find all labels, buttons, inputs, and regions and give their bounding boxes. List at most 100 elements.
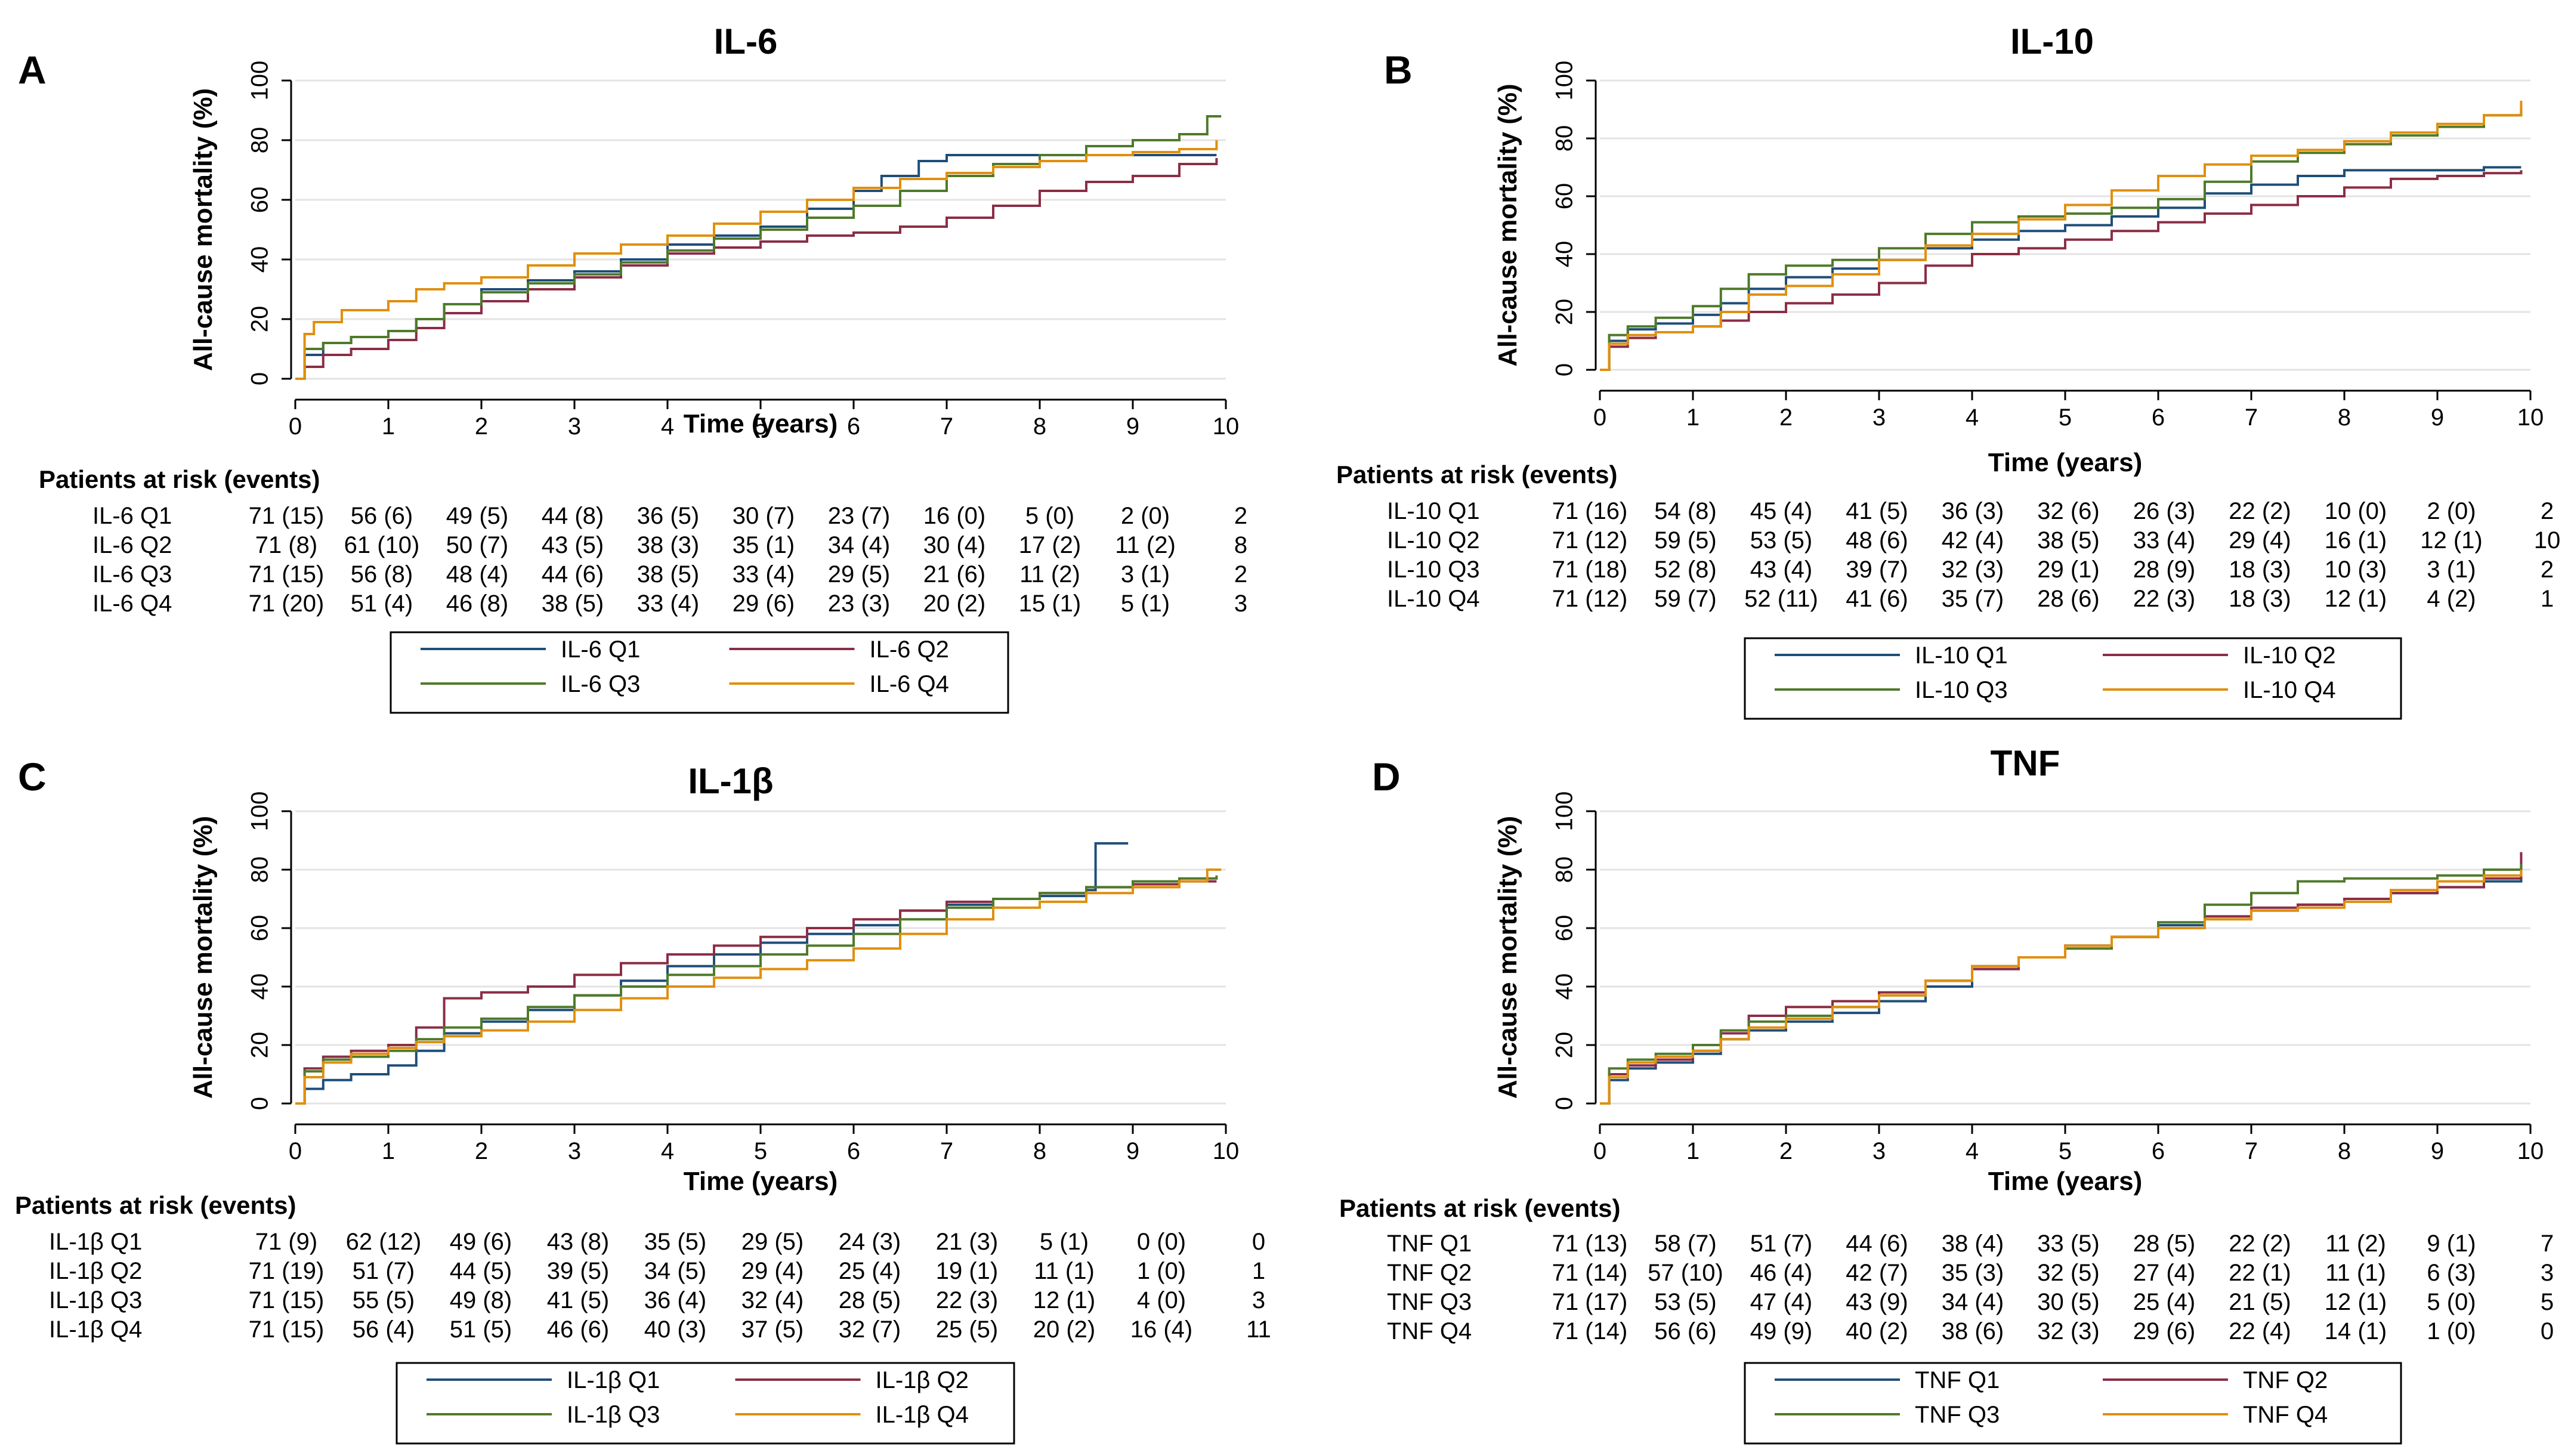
risk-cell: 15 (1) <box>1019 591 1081 617</box>
risk-cell: 1 <box>2541 586 2554 612</box>
risk-cell: 18 (3) <box>2229 557 2291 583</box>
risk-cell: 1 <box>1252 1258 1265 1284</box>
risk-cell: 44 (6) <box>542 561 604 588</box>
series-line-q4 <box>295 868 1222 1105</box>
risk-cell: 41 (5) <box>547 1287 610 1313</box>
y-tick-label: 100 <box>1552 61 1578 101</box>
risk-cell: 6 (3) <box>2427 1260 2476 1286</box>
risk-cell: 41 (5) <box>1846 498 1908 524</box>
panel-letter: C <box>18 755 47 799</box>
risk-cell: 29 (1) <box>2037 557 2100 583</box>
risk-cell: 11 (2) <box>2325 1231 2386 1257</box>
risk-row-label: IL-10 Q1 <box>1387 498 1480 524</box>
risk-cell: 59 (7) <box>1654 586 1717 612</box>
risk-row-label: IL-6 Q4 <box>92 591 172 617</box>
y-tick-label: 60 <box>247 187 273 214</box>
y-tick-label: 80 <box>1552 857 1578 883</box>
y-axis-label: All-cause mortality (%) <box>189 816 218 1099</box>
risk-cell: 71 (13) <box>1552 1231 1628 1257</box>
risk-cell: 2 <box>1234 503 1247 529</box>
legend-box <box>1744 637 2402 720</box>
legend-label: IL-1β Q2 <box>876 1367 969 1393</box>
risk-cell: 4 (2) <box>2427 586 2476 612</box>
risk-cell: 22 (2) <box>2229 498 2291 524</box>
risk-cell: 11 (2) <box>1019 561 1080 588</box>
risk-cell: 16 (4) <box>1130 1316 1193 1343</box>
legend-label: IL-1β Q4 <box>876 1402 969 1428</box>
risk-cell: 5 (0) <box>1025 503 1074 529</box>
series-line-q4 <box>295 140 1218 380</box>
risk-table-header: Patients at risk (events) <box>1336 460 1618 489</box>
y-tick-label: 0 <box>247 372 273 385</box>
risk-cell: 71 (14) <box>1552 1260 1628 1286</box>
risk-cell: 22 (3) <box>936 1287 999 1313</box>
series-line-q2 <box>295 158 1218 380</box>
risk-cell: 29 (5) <box>828 561 891 588</box>
risk-cell: 28 (6) <box>2037 586 2100 612</box>
risk-cell: 51 (5) <box>450 1316 512 1343</box>
risk-cell: 55 (5) <box>353 1287 415 1313</box>
risk-cell: 29 (6) <box>733 591 795 617</box>
risk-cell: 7 <box>2541 1231 2554 1257</box>
risk-cell: 56 (8) <box>351 561 413 588</box>
risk-cell: 2 <box>2541 498 2554 524</box>
risk-cell: 11 (1) <box>1034 1258 1095 1284</box>
risk-row-label: IL-1β Q4 <box>49 1316 142 1343</box>
x-axis-label: Time (years) <box>684 409 838 438</box>
risk-cell: 1 (0) <box>2427 1318 2476 1344</box>
risk-table-header: Patients at risk (events) <box>15 1191 296 1219</box>
risk-cell: 61 (10) <box>344 532 420 558</box>
x-axis-label: Time (years) <box>684 1167 838 1196</box>
x-tick-label: 7 <box>2245 1138 2258 1164</box>
y-tick-label: 100 <box>1552 792 1578 831</box>
risk-cell: 1 (0) <box>1137 1258 1186 1284</box>
x-tick-label: 3 <box>568 413 581 440</box>
risk-cell: 5 (0) <box>2427 1289 2476 1315</box>
x-tick-label: 6 <box>847 1138 860 1164</box>
risk-cell: 42 (7) <box>1846 1260 1908 1286</box>
risk-cell: 29 (5) <box>741 1229 804 1255</box>
risk-row-label: IL-1β Q3 <box>49 1287 142 1313</box>
x-tick-label: 6 <box>847 413 860 440</box>
risk-cell: 56 (6) <box>351 503 413 529</box>
risk-cell: 20 (2) <box>1033 1316 1096 1343</box>
y-tick-label: 20 <box>1552 299 1578 326</box>
x-tick-label: 2 <box>475 413 488 440</box>
risk-cell: 17 (2) <box>1019 532 1081 558</box>
risk-cell: 3 (1) <box>2427 557 2476 583</box>
x-tick-label: 10 <box>1213 1138 1240 1164</box>
series-line-q3 <box>295 115 1222 380</box>
risk-cell: 71 (15) <box>249 561 325 588</box>
risk-cell: 28 (9) <box>2133 557 2196 583</box>
risk-cell: 32 (5) <box>2037 1260 2100 1286</box>
x-tick-label: 1 <box>382 1138 395 1164</box>
risk-cell: 11 (1) <box>2325 1260 2386 1286</box>
risk-cell: 50 (7) <box>446 532 509 558</box>
risk-cell: 16 (0) <box>923 503 986 529</box>
x-tick-label: 7 <box>940 1138 953 1164</box>
risk-cell: 10 (0) <box>2325 498 2387 524</box>
risk-cell: 28 (5) <box>839 1287 901 1313</box>
risk-cell: 42 (4) <box>1942 527 2004 554</box>
risk-cell: 38 (6) <box>1942 1318 2004 1344</box>
x-tick-label: 2 <box>1779 404 1793 431</box>
risk-cell: 58 (7) <box>1654 1231 1717 1257</box>
legend: IL-6 Q1 IL-6 Q2 IL-6 Q3 IL-6 Q4 <box>390 631 1009 714</box>
y-tick-label: 20 <box>247 306 273 333</box>
risk-row-label: IL-6 Q2 <box>92 532 172 558</box>
risk-cell: 8 <box>1234 532 1247 558</box>
risk-cell: 49 (8) <box>450 1287 512 1313</box>
risk-cell: 25 (4) <box>2133 1289 2196 1315</box>
risk-cell: 21 (6) <box>923 561 986 588</box>
risk-cell: 12 (1) <box>2420 527 2483 554</box>
x-tick-label: 4 <box>661 413 674 440</box>
y-tick-label: 80 <box>247 127 273 154</box>
risk-row-label: IL-6 Q1 <box>92 503 172 529</box>
risk-cell: 71 (8) <box>255 532 318 558</box>
x-tick-label: 3 <box>568 1138 581 1164</box>
risk-cell: 41 (6) <box>1846 586 1908 612</box>
legend-label: IL-6 Q3 <box>561 671 640 697</box>
